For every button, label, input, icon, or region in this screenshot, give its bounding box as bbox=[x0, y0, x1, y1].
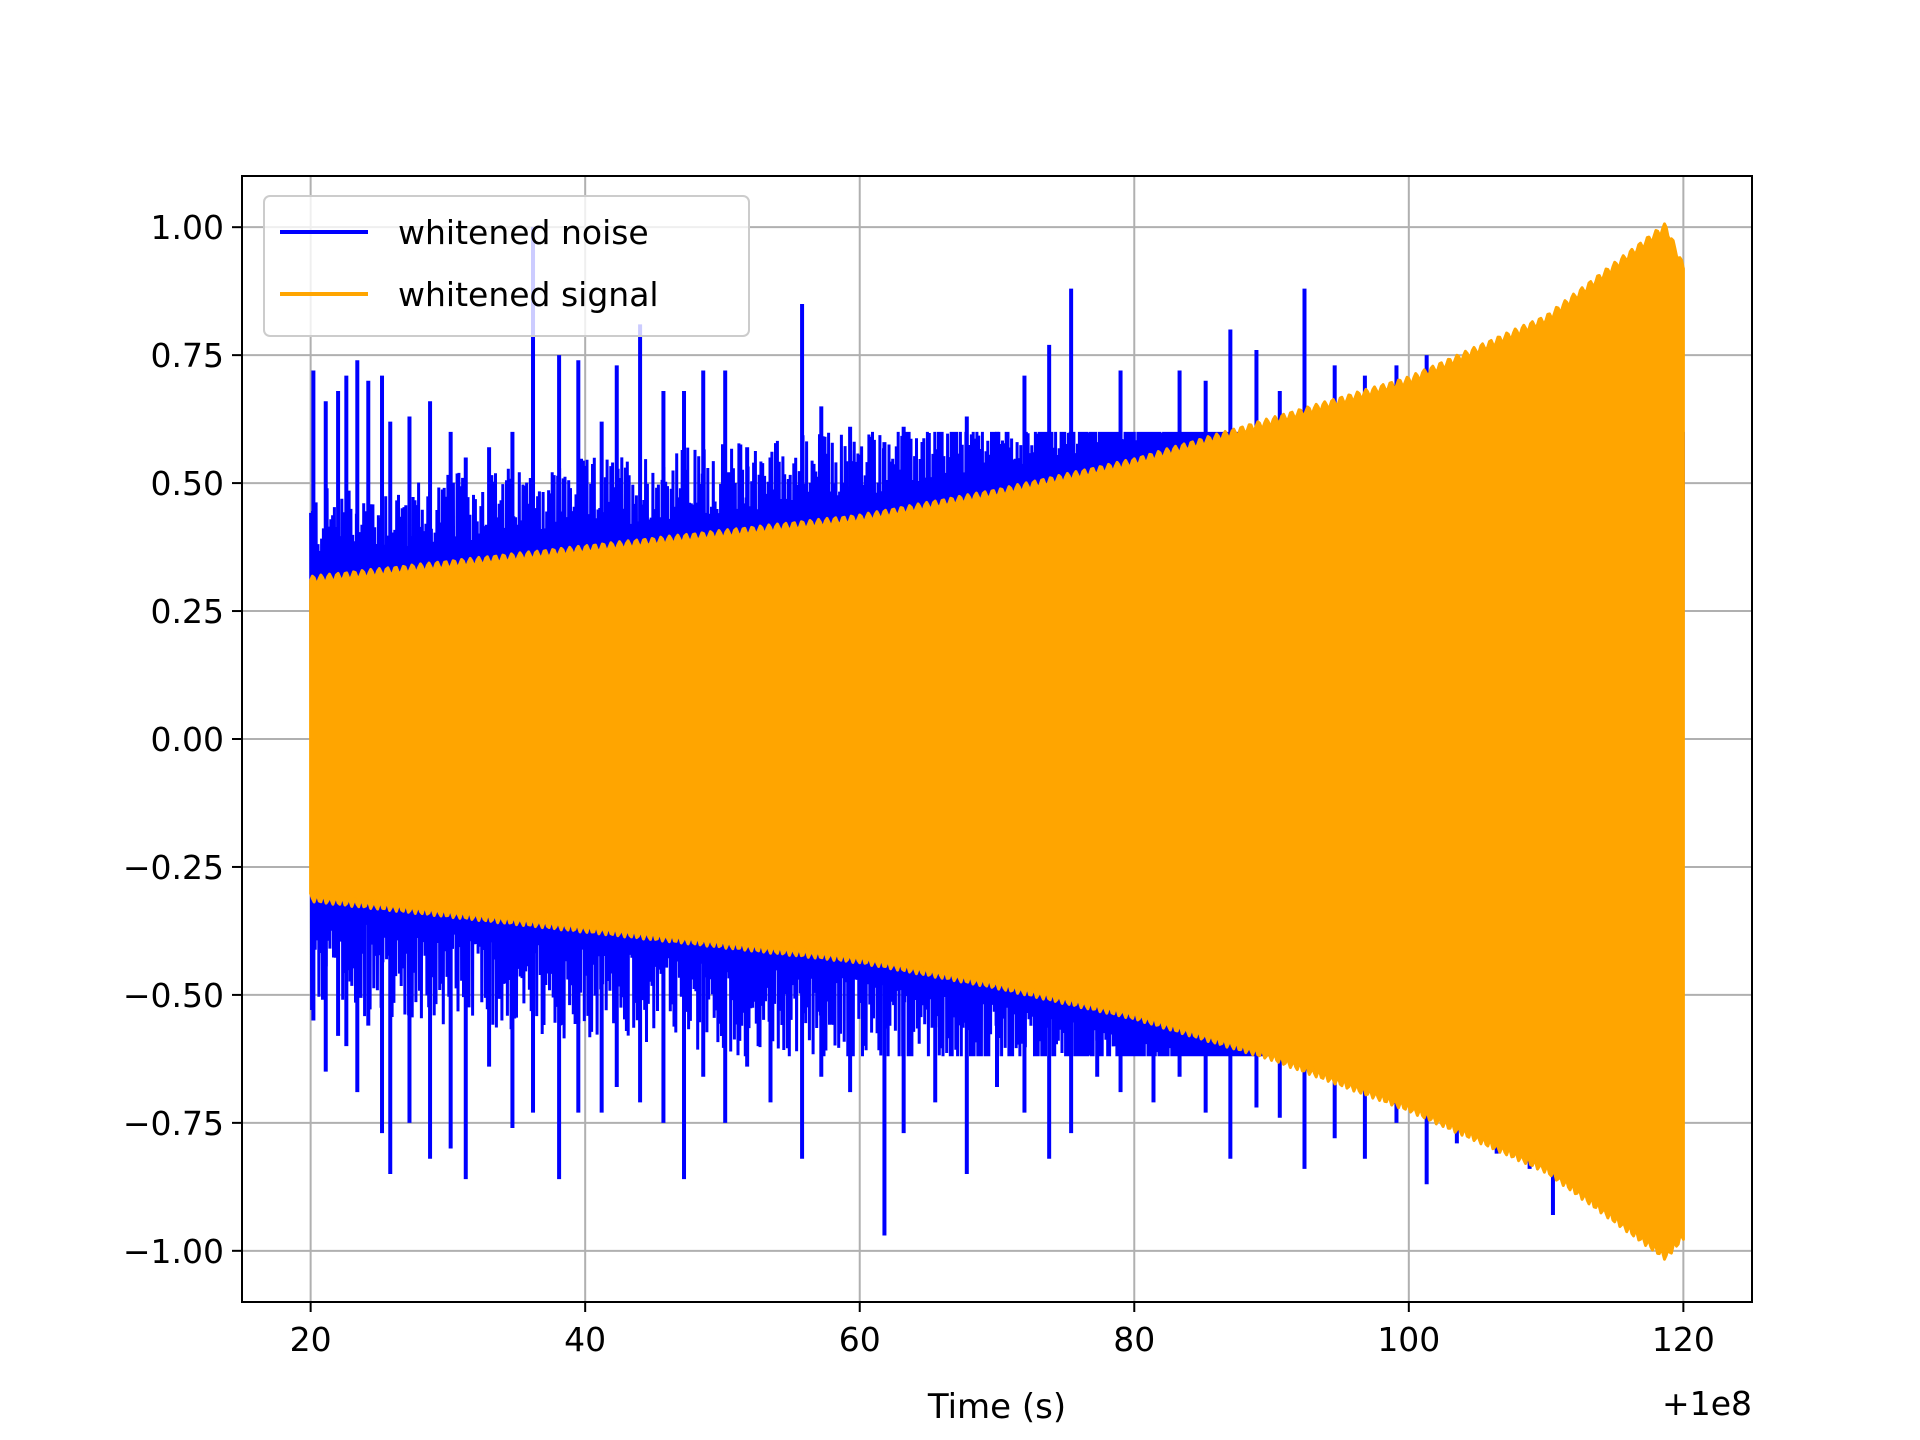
x-tick-label: 80 bbox=[1113, 1320, 1155, 1359]
y-tick-label: 0.25 bbox=[151, 592, 224, 631]
y-tick-label: −0.50 bbox=[123, 976, 224, 1015]
x-axis-label: Time (s) bbox=[927, 1387, 1066, 1427]
y-axis-ticks: 1.00 0.75 0.50 0.25 0.00 −0.25 −0.50 −0.75 −1.00 bbox=[123, 208, 242, 1271]
x-axis-offset-label: +1e8 bbox=[1662, 1384, 1752, 1423]
y-tick-label: −1.00 bbox=[123, 1232, 224, 1271]
y-tick-label: 1.00 bbox=[151, 208, 224, 247]
x-tick-label: 60 bbox=[839, 1320, 881, 1359]
series-whitened-signal bbox=[309, 222, 1685, 1261]
x-tick-label: 120 bbox=[1652, 1320, 1715, 1359]
signal-envelope bbox=[309, 222, 1685, 1261]
legend-signal-label: whitened signal bbox=[398, 275, 659, 314]
x-tick-label: 20 bbox=[290, 1320, 332, 1359]
y-tick-label: −0.75 bbox=[123, 1104, 224, 1143]
y-tick-label: 0.75 bbox=[151, 336, 224, 375]
x-axis-ticks: 20 40 60 80 100 120 bbox=[290, 1302, 1715, 1359]
x-tick-label: 40 bbox=[564, 1320, 606, 1359]
x-tick-label: 100 bbox=[1377, 1320, 1440, 1359]
y-tick-label: 0.00 bbox=[151, 720, 224, 759]
legend-noise-label: whitened noise bbox=[398, 213, 649, 252]
legend-box bbox=[263, 195, 750, 337]
legend: whitened noise whitened signal bbox=[263, 195, 750, 337]
y-tick-label: 0.50 bbox=[151, 464, 224, 503]
y-tick-label: −0.25 bbox=[123, 848, 224, 887]
